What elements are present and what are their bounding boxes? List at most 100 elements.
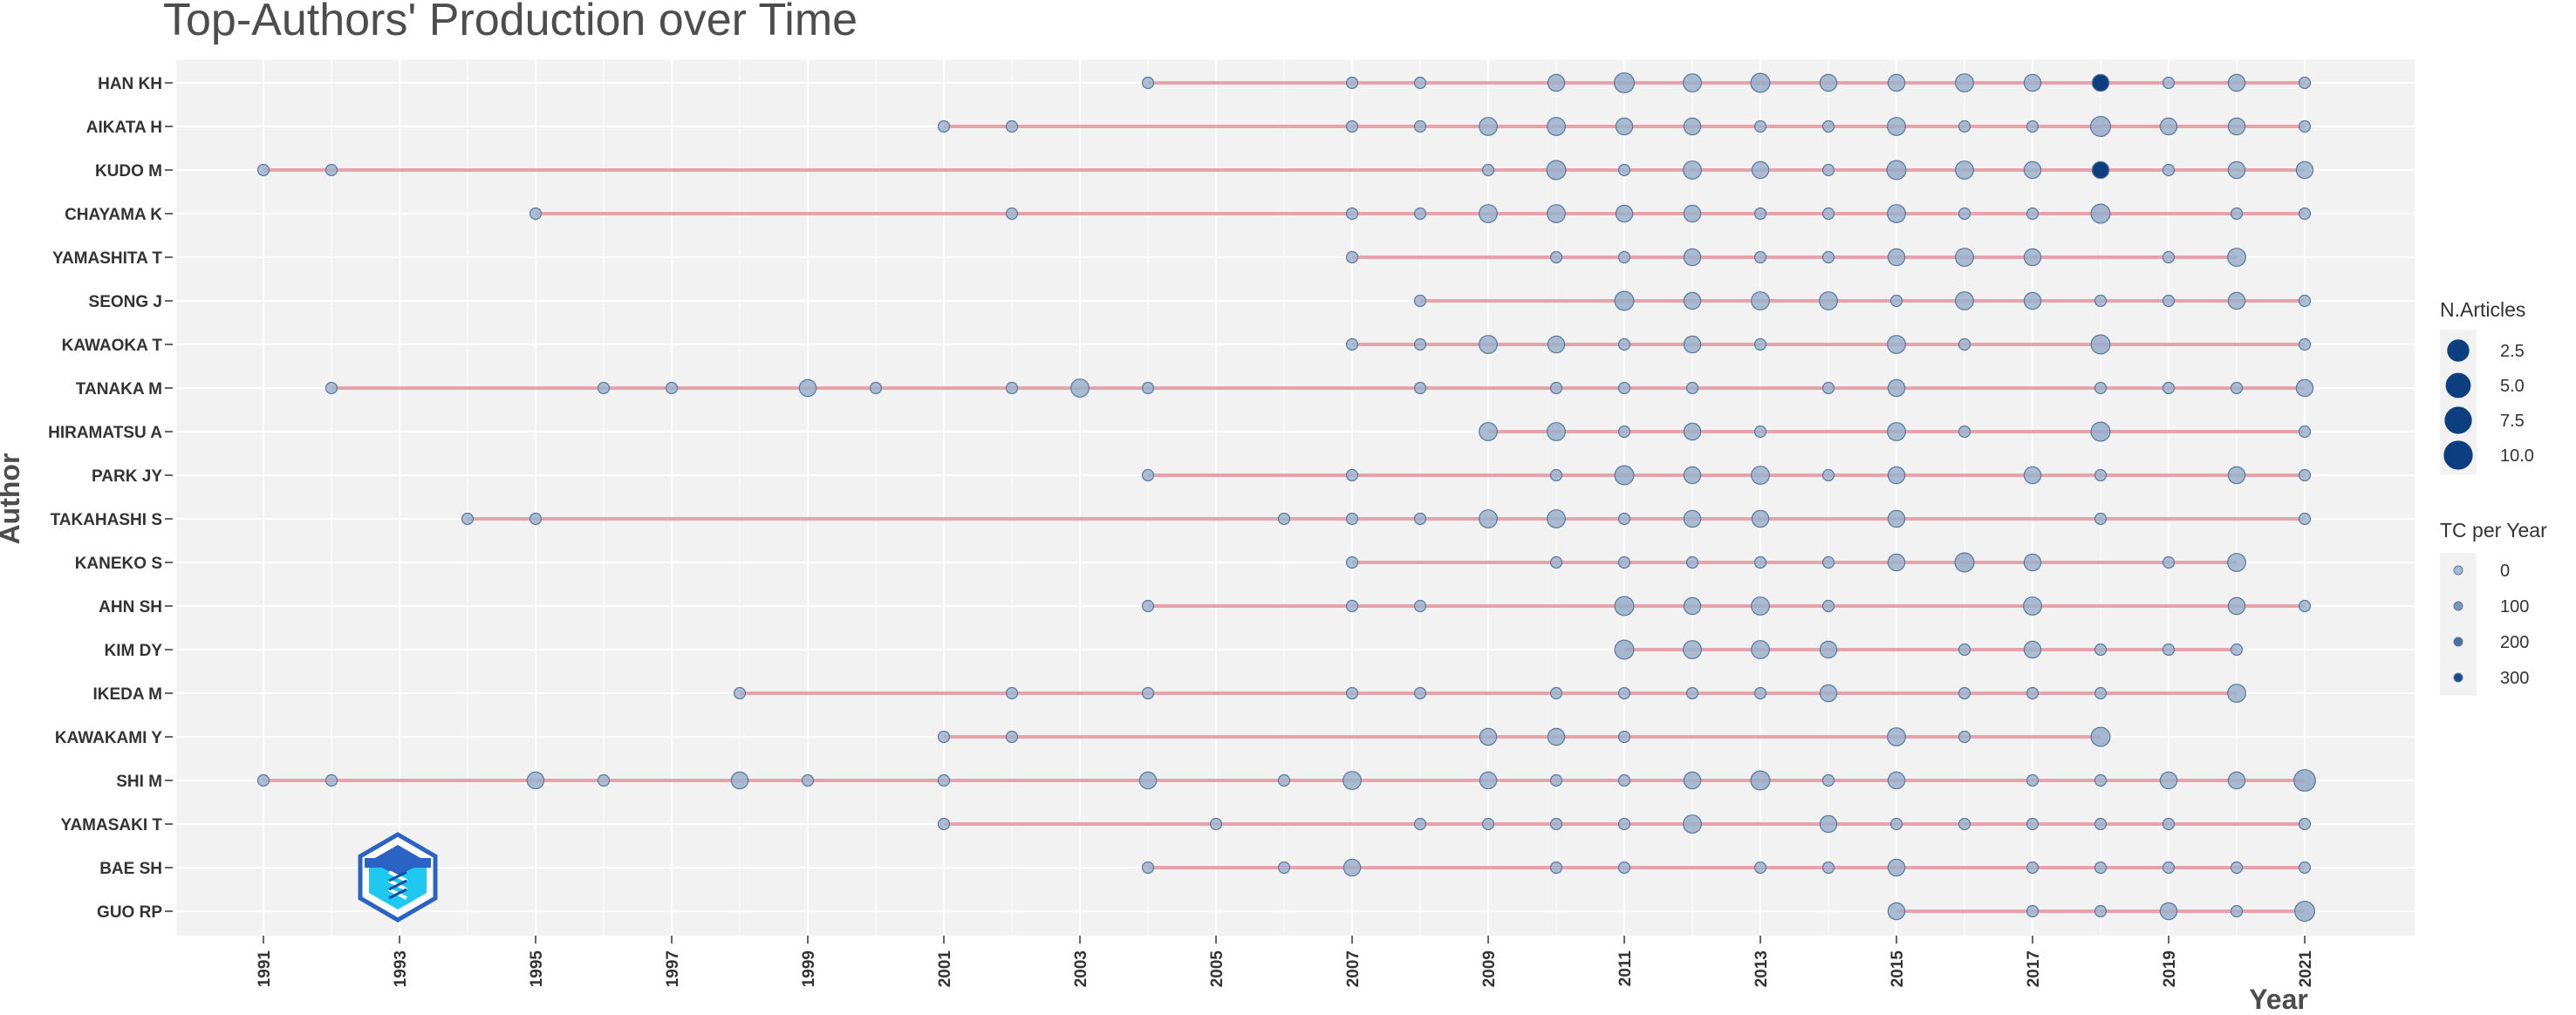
data-point xyxy=(2298,294,2312,308)
author-label: CHAYAMA K xyxy=(65,206,162,224)
data-point xyxy=(2162,381,2176,395)
data-point xyxy=(2230,861,2244,875)
data-point xyxy=(1887,553,1906,572)
data-point xyxy=(1683,596,1702,616)
data-point xyxy=(2094,817,2108,831)
data-point xyxy=(1549,861,1563,875)
data-point xyxy=(1753,250,1767,264)
data-point xyxy=(1886,160,1907,181)
data-point xyxy=(937,730,951,744)
data-point xyxy=(1614,639,1635,660)
chart-title: Top-Authors' Production over Time xyxy=(163,0,858,45)
data-point xyxy=(529,207,543,221)
data-point xyxy=(1549,468,1563,482)
data-point xyxy=(2162,294,2176,308)
legend-tc-label: 100 xyxy=(2500,597,2529,616)
data-point xyxy=(1546,160,1567,181)
author-label: KUDO M xyxy=(95,162,162,181)
data-point xyxy=(2026,904,2040,918)
data-point xyxy=(2026,773,2040,787)
data-point xyxy=(1821,599,1835,613)
data-point xyxy=(2023,553,2042,572)
data-point xyxy=(1887,422,1906,441)
data-point xyxy=(1819,73,1838,92)
author-label: GUO RP xyxy=(97,903,162,922)
data-point xyxy=(1683,291,1702,310)
data-point xyxy=(1887,73,1906,92)
data-point xyxy=(529,512,543,526)
data-point xyxy=(1958,686,1971,700)
data-point xyxy=(1617,555,1631,569)
x-tick-label: 1991 xyxy=(256,950,274,988)
data-point xyxy=(1753,425,1767,439)
plot-panel xyxy=(176,59,2415,936)
data-point xyxy=(1547,727,1566,746)
data-point xyxy=(1141,381,1155,395)
data-point xyxy=(1615,117,1634,136)
data-point xyxy=(2298,817,2312,831)
data-point xyxy=(256,163,270,177)
data-point xyxy=(1887,902,1906,921)
data-point xyxy=(2090,421,2111,442)
data-point xyxy=(1481,817,1495,831)
legend-articles-swatch xyxy=(2447,339,2470,362)
data-point xyxy=(937,119,951,133)
data-point xyxy=(1141,861,1155,875)
legend-articles-label: 5.0 xyxy=(2500,377,2525,396)
data-point xyxy=(1887,248,1906,267)
author-label: HIRAMATSU A xyxy=(48,424,162,442)
author-label: IKEDA M xyxy=(92,685,162,704)
data-point xyxy=(1617,512,1631,526)
data-point xyxy=(1614,465,1635,486)
data-point xyxy=(2162,861,2176,875)
data-point xyxy=(1819,684,1838,703)
data-point xyxy=(1413,817,1427,831)
data-point xyxy=(1005,686,1019,700)
y-axis-title: Author xyxy=(0,453,25,545)
data-point xyxy=(2227,117,2246,136)
data-point xyxy=(2026,686,2040,700)
data-point xyxy=(2230,207,2244,221)
data-point xyxy=(1819,814,1838,834)
data-point xyxy=(1345,119,1359,133)
author-label: KANEKO S xyxy=(75,555,162,573)
data-point xyxy=(1345,337,1359,351)
author-labels: HAN KH AIKATA H KUDO M CHAYAMA K YAMASHITA T… xyxy=(48,75,173,922)
legend-articles-swatch xyxy=(2444,406,2472,434)
data-point xyxy=(1958,425,1971,439)
data-point xyxy=(1958,730,1971,744)
data-point xyxy=(1005,207,1019,221)
data-point xyxy=(2298,861,2312,875)
data-point xyxy=(2090,334,2111,355)
data-point xyxy=(1683,509,1702,528)
data-point xyxy=(733,686,747,700)
data-point xyxy=(2023,596,2042,616)
data-point xyxy=(2094,294,2108,308)
data-point xyxy=(1615,204,1634,223)
data-point xyxy=(1617,381,1631,395)
data-point xyxy=(1479,422,1498,441)
data-point xyxy=(1547,73,1566,92)
x-tick-label: 2005 xyxy=(1208,950,1227,988)
data-point xyxy=(1753,207,1767,221)
data-point xyxy=(1138,771,1158,790)
data-point xyxy=(1617,250,1631,264)
x-tick-label: 2007 xyxy=(1344,950,1363,987)
data-point xyxy=(1345,512,1359,526)
data-point xyxy=(1479,335,1498,354)
bibliometrix-logo xyxy=(358,832,438,923)
data-point xyxy=(1413,512,1427,526)
data-point xyxy=(2230,904,2244,918)
data-point xyxy=(1479,509,1498,528)
legend-tc-label: 0 xyxy=(2500,562,2510,581)
data-point xyxy=(2230,381,2244,395)
data-point xyxy=(1614,290,1635,311)
data-point xyxy=(526,771,545,790)
data-point xyxy=(1683,117,1702,136)
data-point xyxy=(1413,294,1427,308)
author-label: YAMASAKI T xyxy=(61,816,163,834)
data-point xyxy=(1413,119,1427,133)
data-point xyxy=(1955,248,1974,267)
data-point xyxy=(798,378,817,398)
data-point xyxy=(2298,76,2312,90)
